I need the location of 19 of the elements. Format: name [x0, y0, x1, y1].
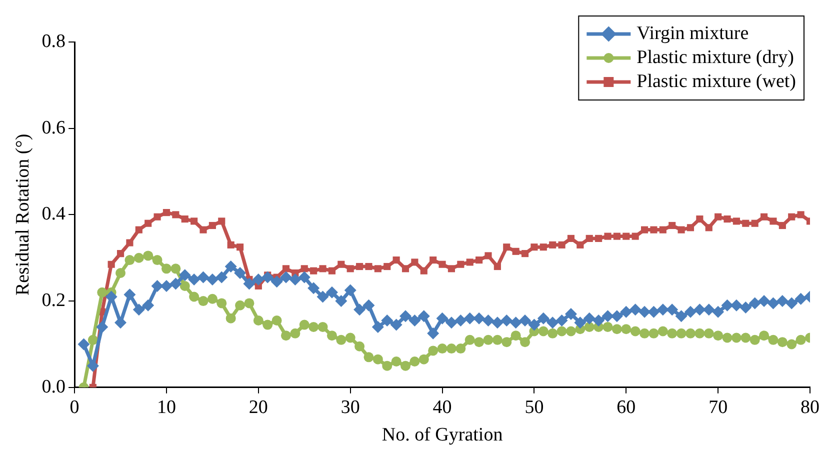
x-tick-label: 0 [70, 396, 80, 418]
x-tick-label: 30 [340, 396, 360, 418]
x-tick-label: 70 [708, 396, 728, 418]
y-tick-label: 0.4 [42, 204, 66, 225]
x-tick-label: 80 [800, 396, 820, 418]
x-tick-label: 20 [248, 396, 268, 418]
y-axis-title: Residual Rotation (°) [12, 134, 34, 296]
x-axis-title: No. of Gyration [382, 424, 504, 446]
y-tick-label: 0.8 [42, 30, 66, 52]
legend-label: Virgin mixture [636, 22, 749, 44]
legend-label: Plastic mixture (dry) [636, 46, 794, 68]
x-tick-label: 60 [616, 396, 636, 418]
x-tick-label: 50 [524, 396, 544, 418]
x-tick-label: 10 [156, 396, 176, 418]
y-tick-label: 0.2 [42, 290, 66, 312]
legend-label: Plastic mixture (wet) [636, 70, 796, 92]
x-tick-label: 40 [432, 396, 452, 418]
y-tick-label: 0.6 [42, 117, 66, 138]
y-tick-label: 0.0 [42, 376, 66, 398]
